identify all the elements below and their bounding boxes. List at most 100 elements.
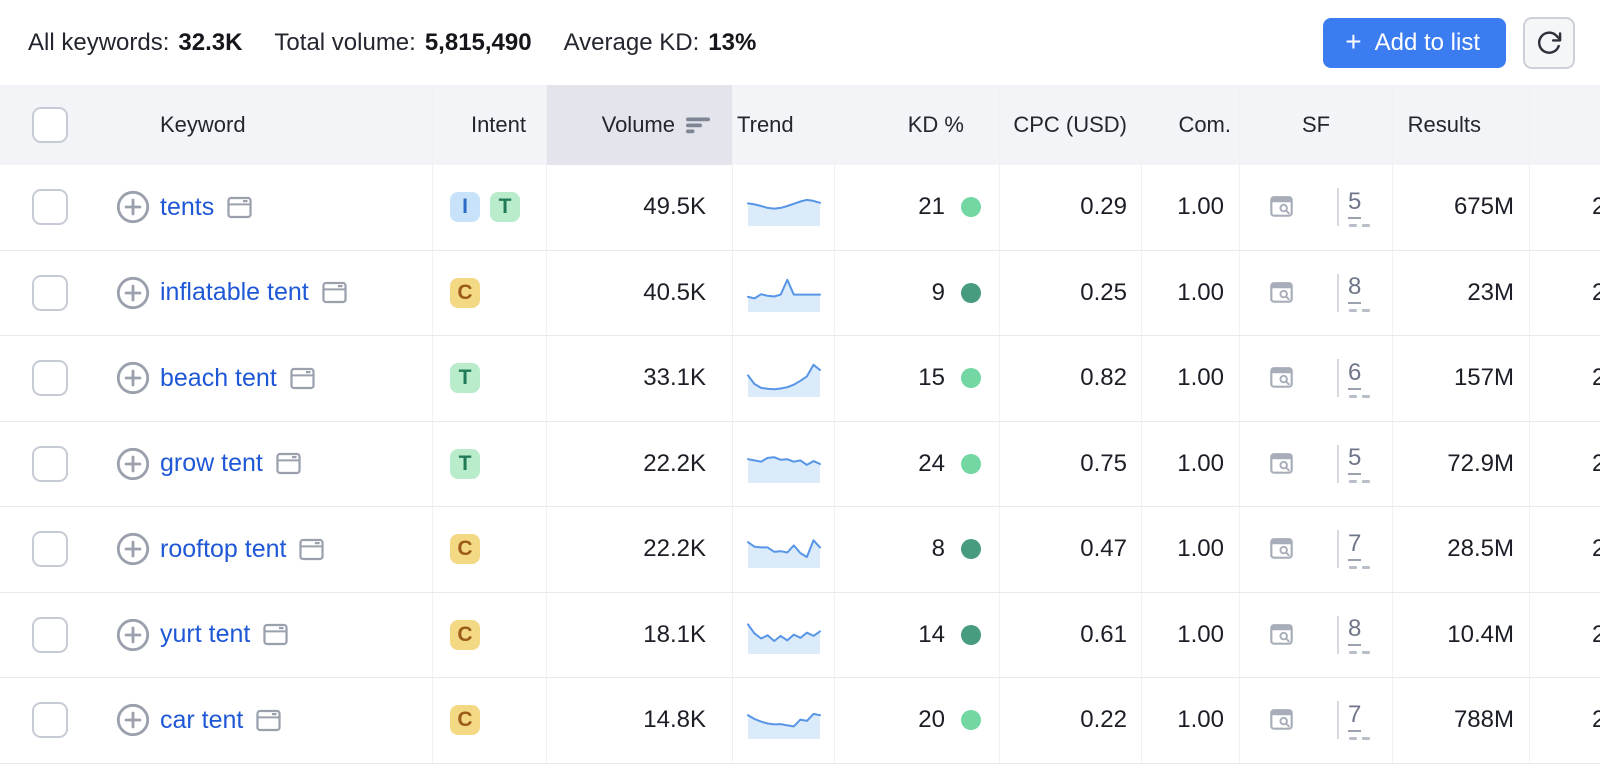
trend-sparkline <box>746 364 821 398</box>
cell-next-clipped: 2 <box>1592 364 1600 392</box>
keyword-link[interactable]: inflatable tent <box>160 278 309 307</box>
serp-preview-icon[interactable] <box>321 280 348 305</box>
kd-dot <box>961 624 981 645</box>
sf-count-wrap: 7 <box>1348 530 1370 569</box>
serp-preview-icon[interactable] <box>255 708 282 733</box>
intent-badge-commercial: C <box>450 705 480 736</box>
keyword-link[interactable]: tents <box>160 192 215 221</box>
row-checkbox[interactable] <box>32 189 68 226</box>
header-volume-label: Volume <box>601 112 675 137</box>
kd-value: 15 <box>918 364 945 392</box>
sf-count-link[interactable]: 5 <box>1348 444 1362 476</box>
sf-count-link[interactable]: 7 <box>1348 701 1362 732</box>
sf-count-link[interactable]: 8 <box>1348 273 1362 305</box>
serp-preview-icon[interactable] <box>289 366 316 391</box>
add-to-list-button[interactable]: + Add to list <box>1323 17 1506 68</box>
serp-features-icon[interactable] <box>1268 707 1295 733</box>
serp-preview-icon[interactable] <box>275 451 302 476</box>
header-results[interactable]: Results <box>1393 85 1530 165</box>
sort-descending-icon <box>686 117 710 133</box>
cell-com: 1.00 <box>1142 678 1240 763</box>
serp-features-icon[interactable] <box>1268 536 1295 562</box>
header-cell-checkbox <box>0 85 108 165</box>
serp-preview-icon[interactable] <box>226 195 253 220</box>
cell-cpc: 0.82 <box>1000 336 1142 421</box>
sf-divider <box>1337 701 1339 740</box>
cell-serp-features: 5 <box>1240 165 1393 250</box>
serp-preview-icon[interactable] <box>298 537 325 562</box>
cell-intent: C <box>433 678 547 763</box>
add-keyword-icon[interactable] <box>115 531 151 567</box>
row-checkbox[interactable] <box>32 702 68 739</box>
header-trend[interactable]: Trend <box>733 85 835 165</box>
sf-count-link[interactable]: 6 <box>1348 359 1362 390</box>
sf-count-link[interactable]: 5 <box>1348 188 1362 219</box>
cell-intent: C <box>433 592 547 677</box>
add-keyword-icon[interactable] <box>115 360 151 396</box>
cell-results: 23M <box>1393 250 1530 335</box>
sf-divider <box>1337 188 1339 227</box>
add-keyword-icon[interactable] <box>115 446 151 482</box>
refresh-button[interactable] <box>1523 16 1575 69</box>
cell-kd: 20 <box>835 678 1000 763</box>
sf-count-link[interactable]: 7 <box>1348 530 1362 561</box>
cell-checkbox <box>0 593 108 678</box>
header-kd[interactable]: KD % <box>835 85 1000 165</box>
cell-checkbox <box>0 422 108 507</box>
total-volume-stat: Total volume: 5,815,490 <box>274 29 531 57</box>
sf-count-link[interactable]: 8 <box>1348 615 1362 647</box>
sf-count-wrap: 8 <box>1348 273 1370 313</box>
header-cpc-label: CPC (USD) <box>1013 112 1127 137</box>
cell-kd: 8 <box>835 507 1000 592</box>
keyword-link[interactable]: grow tent <box>160 449 263 478</box>
row-checkbox[interactable] <box>32 616 68 653</box>
all-keywords-stat: All keywords: 32.3K <box>28 29 242 57</box>
sf-divider <box>1337 615 1339 654</box>
row-checkbox[interactable] <box>32 274 68 311</box>
kd-value: 8 <box>931 535 945 563</box>
add-keyword-icon[interactable] <box>115 189 151 225</box>
cell-checkbox <box>0 251 108 336</box>
header-volume-sorted[interactable]: Volume <box>547 85 733 165</box>
trend-sparkline <box>746 623 821 654</box>
keyword-link[interactable]: yurt tent <box>160 620 251 649</box>
cell-cpc: 0.22 <box>1000 678 1142 763</box>
header-checkbox[interactable] <box>32 107 68 143</box>
cell-volume: 40.5K <box>547 250 733 335</box>
keyword-link[interactable]: car tent <box>160 705 244 734</box>
serp-features-icon[interactable] <box>1268 622 1295 648</box>
sf-dashes <box>1349 480 1370 484</box>
cell-intent: T <box>433 336 547 421</box>
cell-results: 10.4M <box>1393 592 1530 677</box>
kd-value: 21 <box>918 193 945 221</box>
row-checkbox[interactable] <box>32 445 68 482</box>
cell-serp-features: 6 <box>1240 336 1393 421</box>
header-kd-label: KD % <box>907 112 964 137</box>
sf-dashes <box>1349 651 1370 655</box>
kd-dot <box>961 197 981 218</box>
serp-features-icon[interactable] <box>1268 365 1295 391</box>
row-checkbox[interactable] <box>32 360 68 397</box>
keyword-link[interactable]: rooftop tent <box>160 534 287 563</box>
intent-badge-commercial: C <box>450 534 480 565</box>
serp-preview-icon[interactable] <box>262 622 289 647</box>
refresh-icon <box>1537 30 1562 54</box>
add-keyword-icon[interactable] <box>115 702 151 738</box>
header-intent[interactable]: Intent <box>433 85 547 165</box>
serp-features-icon[interactable] <box>1268 194 1295 220</box>
cell-cpc: 0.47 <box>1000 507 1142 592</box>
cell-keyword: rooftop tent <box>108 507 433 592</box>
header-com[interactable]: Com. <box>1142 85 1240 165</box>
row-checkbox[interactable] <box>32 531 68 568</box>
keyword-link[interactable]: beach tent <box>160 363 277 392</box>
header-keyword[interactable]: Keyword <box>108 85 433 165</box>
sf-dashes <box>1349 736 1370 740</box>
serp-features-icon[interactable] <box>1268 451 1295 477</box>
header-sf[interactable]: SF <box>1240 85 1393 165</box>
serp-features-icon[interactable] <box>1268 280 1295 306</box>
header-cpc[interactable]: CPC (USD) <box>1000 85 1142 165</box>
add-keyword-icon[interactable] <box>115 617 151 653</box>
cell-serp-features: 8 <box>1240 250 1393 335</box>
add-keyword-icon[interactable] <box>115 275 151 311</box>
